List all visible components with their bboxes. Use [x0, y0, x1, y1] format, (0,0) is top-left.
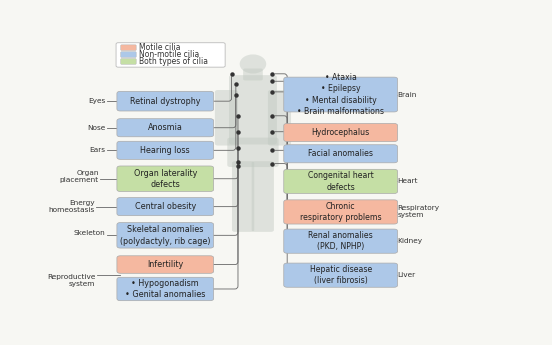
Text: Non-motile cilia: Non-motile cilia	[139, 50, 199, 59]
Text: Hepatic disease
(liver fibrosis): Hepatic disease (liver fibrosis)	[310, 265, 372, 285]
Text: Chronic
respiratory problems: Chronic respiratory problems	[300, 202, 381, 222]
Text: Infertility: Infertility	[147, 260, 183, 269]
FancyBboxPatch shape	[284, 169, 397, 194]
FancyBboxPatch shape	[227, 138, 279, 167]
FancyBboxPatch shape	[117, 141, 214, 159]
FancyBboxPatch shape	[284, 145, 397, 163]
Text: Respiratory
system: Respiratory system	[397, 205, 440, 218]
Text: Hydrocephalus: Hydrocephalus	[311, 128, 370, 137]
FancyBboxPatch shape	[117, 277, 214, 301]
FancyBboxPatch shape	[215, 90, 238, 146]
FancyBboxPatch shape	[229, 75, 277, 145]
FancyBboxPatch shape	[284, 200, 397, 224]
Text: Congenital heart
defects: Congenital heart defects	[308, 171, 374, 191]
FancyBboxPatch shape	[284, 229, 397, 253]
Text: Facial anomalies: Facial anomalies	[308, 149, 373, 158]
Text: Energy
homeostasis: Energy homeostasis	[49, 200, 95, 213]
Text: Nose: Nose	[87, 125, 105, 131]
Text: Organ laterality
defects: Organ laterality defects	[134, 168, 197, 189]
Text: Kidney: Kidney	[397, 238, 423, 244]
Text: Skeleton: Skeleton	[73, 230, 105, 236]
Text: Eyes: Eyes	[88, 98, 105, 104]
FancyBboxPatch shape	[121, 52, 136, 57]
Text: • Hypogonadism
• Genital anomalies: • Hypogonadism • Genital anomalies	[125, 279, 205, 299]
FancyBboxPatch shape	[117, 119, 214, 137]
FancyBboxPatch shape	[117, 91, 214, 111]
FancyBboxPatch shape	[268, 90, 291, 146]
Text: • Ataxia
• Epilepsy
• Mental disability
• Brain malformations: • Ataxia • Epilepsy • Mental disability …	[297, 73, 384, 116]
Text: Reproductive
system: Reproductive system	[47, 274, 95, 287]
FancyBboxPatch shape	[121, 59, 136, 64]
Text: Hearing loss: Hearing loss	[140, 146, 190, 155]
FancyBboxPatch shape	[284, 77, 397, 112]
FancyBboxPatch shape	[117, 166, 214, 191]
Text: Motile cilia: Motile cilia	[139, 43, 181, 52]
Text: Brain: Brain	[397, 91, 417, 98]
Text: Liver: Liver	[397, 272, 416, 278]
FancyBboxPatch shape	[117, 198, 214, 216]
Text: Central obesity: Central obesity	[135, 202, 196, 211]
Text: Retinal dystrophy: Retinal dystrophy	[130, 97, 200, 106]
Text: Anosmia: Anosmia	[148, 123, 183, 132]
FancyBboxPatch shape	[117, 223, 214, 248]
Text: Both types of cilia: Both types of cilia	[139, 57, 208, 66]
FancyBboxPatch shape	[232, 161, 254, 232]
FancyBboxPatch shape	[116, 43, 225, 67]
Text: Renal anomalies
(PKD, NPHP): Renal anomalies (PKD, NPHP)	[308, 231, 373, 252]
Text: Heart: Heart	[397, 178, 418, 184]
FancyBboxPatch shape	[284, 124, 397, 141]
FancyBboxPatch shape	[252, 161, 274, 232]
FancyBboxPatch shape	[284, 263, 397, 287]
FancyBboxPatch shape	[121, 45, 136, 50]
Text: Organ
placement: Organ placement	[60, 170, 99, 184]
FancyBboxPatch shape	[243, 69, 263, 80]
FancyBboxPatch shape	[117, 256, 214, 273]
Text: Skeletal anomalies
(polydactyly, rib cage): Skeletal anomalies (polydactyly, rib cag…	[120, 225, 210, 246]
Text: Ears: Ears	[89, 147, 105, 153]
Ellipse shape	[240, 55, 266, 73]
